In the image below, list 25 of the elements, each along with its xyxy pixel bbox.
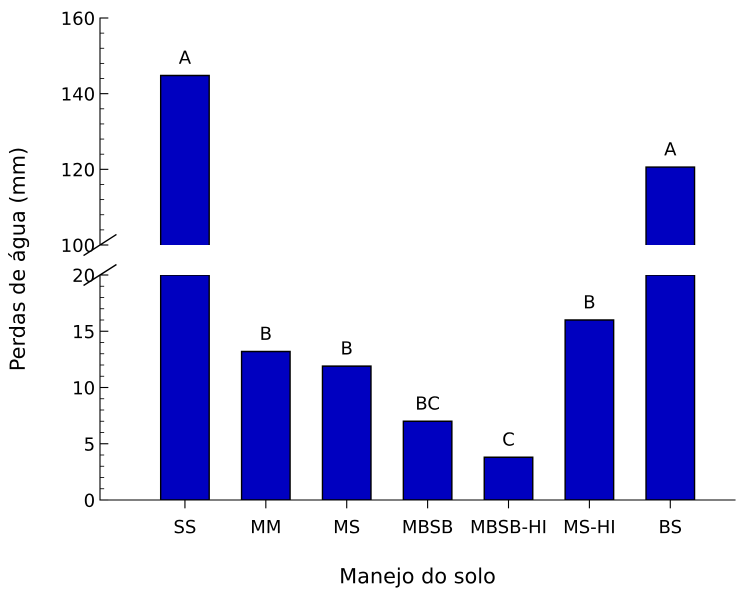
x-tick-label: MS (334, 520, 360, 534)
y-tick-label: 0 (84, 493, 94, 508)
y-tick-label: 140 (62, 87, 94, 101)
annotation: B (584, 295, 594, 308)
x-tick-label: MS-HI (564, 520, 614, 534)
y-tick-label: 160 (62, 11, 94, 26)
y-tick-label: 20 (73, 268, 94, 282)
y-tick-label: 15 (74, 324, 94, 338)
x-tick-label: MBSB (404, 520, 452, 534)
y-tick-label: 100 (62, 238, 94, 252)
annotation: B (342, 341, 352, 354)
annotation: A (664, 142, 676, 156)
y-tick-label: 10 (74, 380, 94, 395)
x-tick-label: BS (660, 520, 682, 534)
x-axis-title: Manejo do solo (341, 567, 495, 588)
x-tick-label: SS (174, 520, 196, 534)
annotation: B (261, 326, 271, 340)
annotation: BC (417, 396, 439, 410)
y-tick-label: 5 (85, 437, 94, 451)
y-tick-label: 120 (62, 162, 94, 176)
annotation: C (503, 432, 514, 446)
x-tick-label: MM (252, 520, 280, 534)
annotation: A (178, 50, 191, 64)
x-tick-label: MBSB-HI (472, 520, 546, 534)
y-axis-title: Perdas de água (mm) (8, 148, 30, 370)
